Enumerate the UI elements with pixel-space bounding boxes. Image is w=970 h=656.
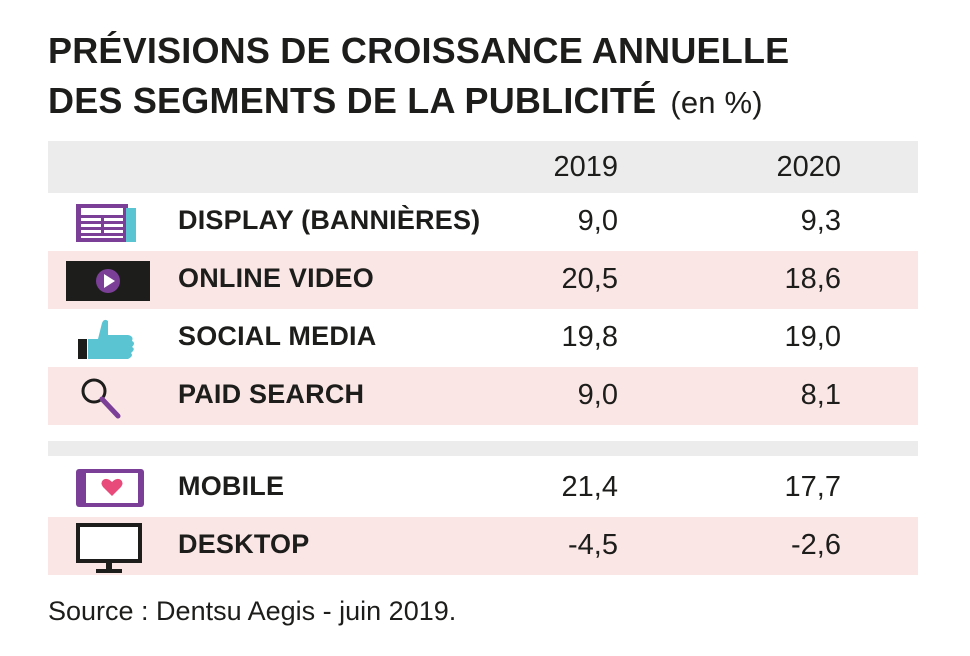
title-unit: (en %) bbox=[670, 85, 763, 120]
title-line-1: PRÉVISIONS DE CROISSANCE ANNUELLE bbox=[48, 30, 790, 71]
value-2019: 9,0 bbox=[577, 205, 618, 237]
section-separator bbox=[48, 441, 918, 456]
row-label: DESKTOP bbox=[178, 529, 310, 559]
table-row: DESKTOP -4,5 -2,6 bbox=[48, 517, 918, 575]
table-row: MOBILE 21,4 17,7 bbox=[48, 459, 918, 517]
column-header-2019: 2019 bbox=[553, 151, 618, 183]
value-2020: 17,7 bbox=[784, 471, 841, 503]
source-note: Source : Dentsu Aegis - juin 2019. bbox=[48, 596, 457, 626]
value-2019: 20,5 bbox=[561, 263, 618, 295]
row-label: MOBILE bbox=[178, 471, 285, 501]
row-label: DISPLAY (BANNIÈRES) bbox=[178, 205, 481, 235]
monitor-icon bbox=[66, 517, 150, 575]
magnifier-icon bbox=[66, 367, 150, 425]
value-2019: -4,5 bbox=[568, 529, 618, 561]
value-2020: 8,1 bbox=[800, 379, 841, 411]
title-line-2: DES SEGMENTS DE LA PUBLICITÉ bbox=[48, 80, 657, 121]
table-header: 2019 2020 bbox=[48, 141, 918, 193]
row-label: PAID SEARCH bbox=[178, 379, 365, 409]
thumbs-up-icon bbox=[66, 309, 150, 367]
table-row: ONLINE VIDEO 20,5 18,6 bbox=[48, 251, 918, 309]
table-row: DISPLAY (BANNIÈRES) 9,0 9,3 bbox=[48, 193, 918, 251]
value-2020: 18,6 bbox=[784, 263, 841, 295]
chart-title: PRÉVISIONS DE CROISSANCE ANNUELLE DES SE… bbox=[48, 26, 789, 128]
value-2019: 21,4 bbox=[561, 471, 618, 503]
row-label: SOCIAL MEDIA bbox=[178, 321, 377, 351]
newspaper-icon bbox=[66, 193, 150, 251]
value-2020: 19,0 bbox=[784, 321, 841, 353]
tablet-heart-icon bbox=[66, 459, 150, 517]
table-row: PAID SEARCH 9,0 8,1 bbox=[48, 367, 918, 425]
video-play-icon bbox=[66, 251, 150, 309]
value-2019: 19,8 bbox=[561, 321, 618, 353]
row-label: ONLINE VIDEO bbox=[178, 263, 374, 293]
value-2020: -2,6 bbox=[791, 529, 841, 561]
value-2020: 9,3 bbox=[800, 205, 841, 237]
table-row: SOCIAL MEDIA 19,8 19,0 bbox=[48, 309, 918, 367]
column-header-2020: 2020 bbox=[776, 151, 841, 183]
value-2019: 9,0 bbox=[577, 379, 618, 411]
